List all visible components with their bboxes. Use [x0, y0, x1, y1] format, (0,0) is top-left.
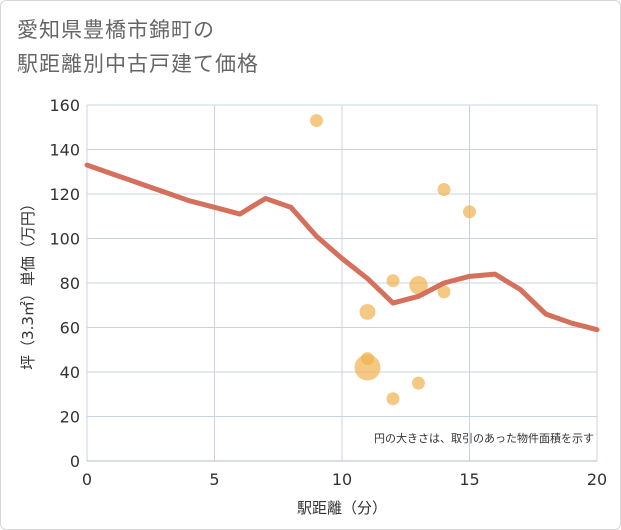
bubble-point — [409, 276, 428, 295]
x-tick-label: 20 — [587, 470, 607, 489]
bubble-point — [412, 376, 425, 390]
tick-labels: 0 20 40 60 80 100 120 140 160 0 5 10 15 20 — [49, 96, 607, 489]
chart-title: 愛知県豊橋市錦町の 駅距離別中古戸建て価格 — [17, 13, 259, 81]
average-price-line — [84, 162, 600, 333]
x-tick-label: 10 — [332, 470, 352, 489]
bubble-series — [310, 114, 476, 406]
x-tick-label: 15 — [459, 470, 479, 489]
bubble-point — [437, 183, 451, 197]
bubble-point — [386, 392, 400, 406]
y-tick-label: 160 — [49, 96, 80, 115]
y-tick-label: 140 — [49, 141, 80, 160]
x-tick-label: 5 — [209, 470, 219, 489]
grid-lines — [86, 104, 598, 462]
bubble-point — [359, 303, 376, 320]
y-axis-title: 坪（3.3㎡）単価（万円） — [19, 196, 37, 370]
y-tick-label: 0 — [70, 452, 80, 471]
x-tick-label: 0 — [82, 470, 92, 489]
bubble-size-note: 円の大きさは、取引のあった物件面積を示す — [374, 431, 594, 445]
bubble-point — [386, 274, 400, 288]
line-series — [84, 162, 600, 333]
y-tick-label: 80 — [60, 274, 80, 293]
y-tick-label: 60 — [60, 319, 80, 338]
chart-title-line2: 駅距離別中古戸建て価格 — [17, 52, 259, 76]
bubble-point — [437, 285, 451, 299]
chart-title-line1: 愛知県豊橋市錦町の — [17, 18, 215, 42]
y-tick-label: 100 — [49, 230, 80, 249]
bubble-point — [310, 114, 323, 128]
y-tick-label: 20 — [60, 408, 80, 427]
y-tick-label: 40 — [60, 363, 80, 382]
bubble-point — [463, 205, 476, 219]
bubble-point — [354, 354, 381, 381]
y-tick-label: 120 — [49, 185, 80, 204]
x-axis-title: 駅距離（分） — [297, 499, 387, 517]
